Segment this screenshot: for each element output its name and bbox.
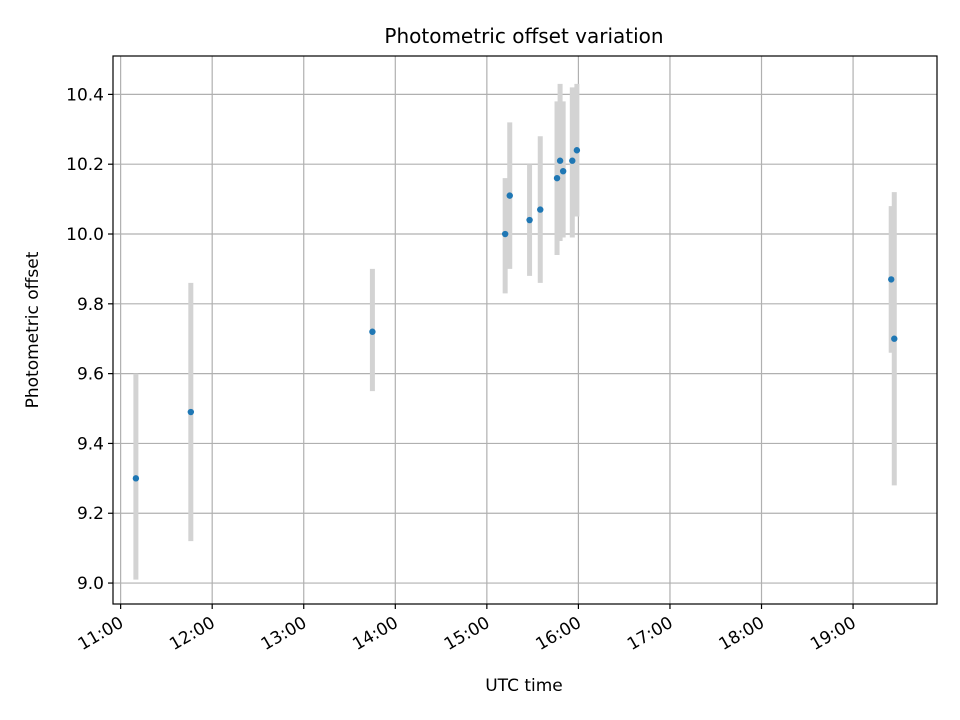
y-axis-label: Photometric offset <box>23 251 43 408</box>
data-point <box>506 192 513 199</box>
y-tick-label: 9.2 <box>77 504 104 524</box>
data-point <box>132 475 140 482</box>
data-point <box>553 174 561 182</box>
y-tick-label: 10.0 <box>66 225 104 245</box>
x-tick-label: 11:00 <box>75 613 127 655</box>
y-tick-label: 9.4 <box>77 434 104 454</box>
chart-title: Photometric offset variation <box>384 24 663 48</box>
data-point <box>556 157 564 164</box>
data-point <box>187 408 195 416</box>
data-point <box>891 335 898 342</box>
x-tick-label: 19:00 <box>807 613 859 655</box>
x-tick-label: 14:00 <box>349 613 401 655</box>
error-bars <box>133 83 897 580</box>
y-tick-label: 10.4 <box>66 85 104 105</box>
grid <box>113 56 937 604</box>
data-point <box>369 328 376 335</box>
y-tick-label: 9.8 <box>77 295 104 315</box>
x-tick-label: 16:00 <box>532 613 584 655</box>
data-point <box>501 230 509 238</box>
data-point <box>526 216 533 224</box>
x-tick-label: 17:00 <box>624 613 676 655</box>
data-point <box>569 157 576 164</box>
y-tick-label: 10.2 <box>66 155 104 175</box>
x-axis-label: UTC time <box>485 676 563 696</box>
x-tick-label: 13:00 <box>258 613 310 655</box>
data-point <box>537 206 544 213</box>
data-point <box>559 167 567 175</box>
x-tick-label: 18:00 <box>716 613 768 655</box>
x-tick-label: 12:00 <box>166 613 218 655</box>
y-tick-label: 9.0 <box>77 574 104 594</box>
y-axis: 9.0 9.2 9.4 9.6 9.8 10.0 10.2 10.4 <box>66 85 113 594</box>
x-tick-label: 15:00 <box>441 613 493 655</box>
plot-frame <box>112 55 938 605</box>
data-point <box>888 276 895 283</box>
y-tick-label: 9.6 <box>77 365 104 385</box>
x-axis: 11:00 12:00 13:00 14:00 15:00 16:00 17:00 18:00… <box>75 604 860 655</box>
data-point <box>573 147 581 154</box>
data-points <box>132 147 898 482</box>
